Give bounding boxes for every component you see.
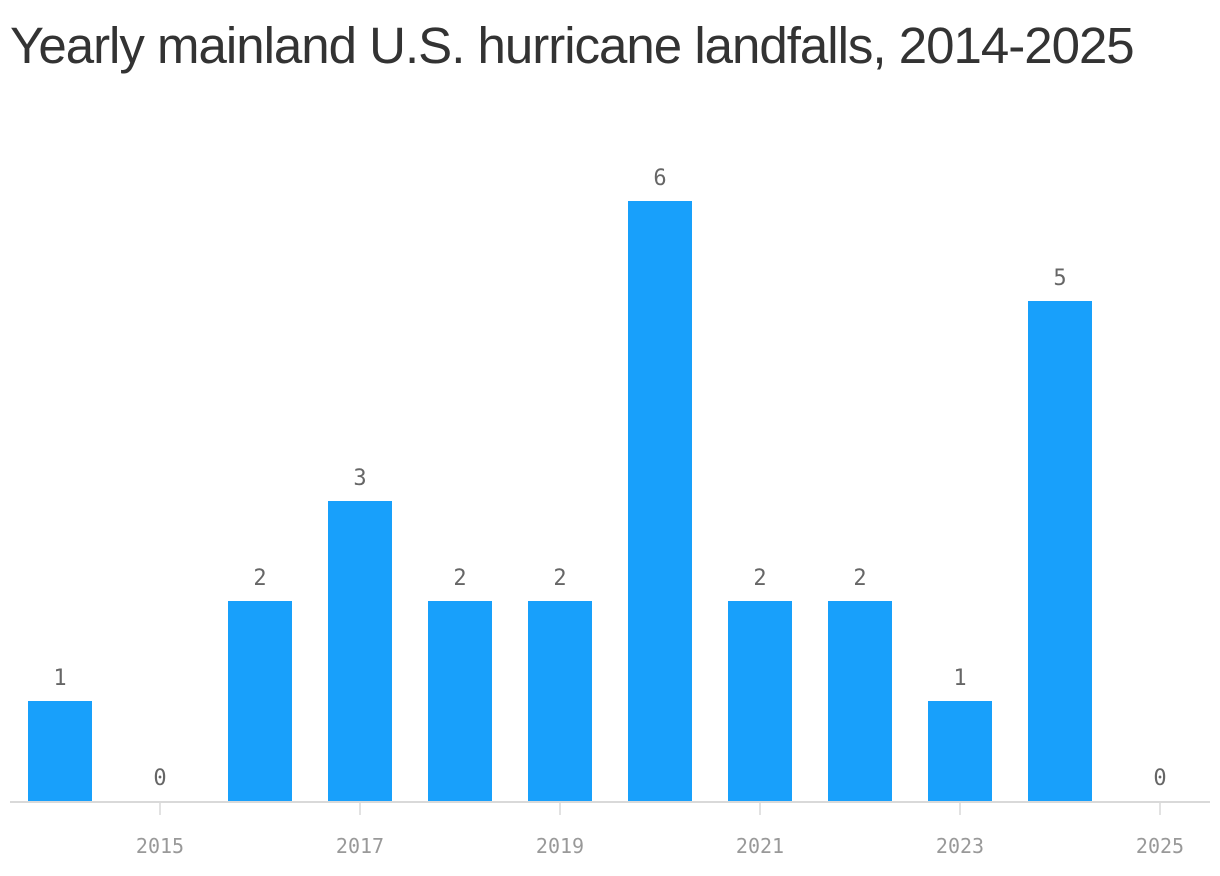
value-labels-layer: 1 0 2 3 2 2 6 2 2 1 5 0 [53, 166, 1166, 791]
value-label-2022: 2 [853, 566, 866, 591]
value-label-2021: 2 [753, 566, 766, 591]
value-label-2018: 2 [453, 566, 466, 591]
chart-title: Yearly mainland U.S. hurricane landfalls… [10, 17, 1135, 74]
bars-layer [28, 201, 1092, 801]
bar-2024 [1028, 301, 1092, 801]
bar-2022 [828, 601, 892, 801]
bar-2020 [628, 201, 692, 801]
x-tick-label-2023: 2023 [936, 834, 984, 858]
value-label-2025: 0 [1153, 766, 1166, 791]
value-label-2023: 1 [953, 666, 966, 691]
value-label-2024: 5 [1053, 266, 1066, 291]
x-tick-label-2019: 2019 [536, 834, 584, 858]
x-tick-label-2015: 2015 [136, 834, 184, 858]
value-label-2017: 3 [353, 466, 366, 491]
x-tick-label-2021: 2021 [736, 834, 784, 858]
bar-2016 [228, 601, 292, 801]
bar-2019 [528, 601, 592, 801]
x-tick-label-2025: 2025 [1136, 834, 1184, 858]
value-label-2015: 0 [153, 766, 166, 791]
value-label-2019: 2 [553, 566, 566, 591]
value-label-2016: 2 [253, 566, 266, 591]
bar-2021 [728, 601, 792, 801]
value-label-2020: 6 [653, 166, 666, 191]
bar-2014 [28, 701, 92, 801]
x-axis-ticks: 2015 2017 2019 2021 2023 2025 [136, 803, 1184, 858]
value-label-2014: 1 [53, 666, 66, 691]
bar-2018 [428, 601, 492, 801]
bar-2023 [928, 701, 992, 801]
x-tick-label-2017: 2017 [336, 834, 384, 858]
bar-2017 [328, 501, 392, 801]
